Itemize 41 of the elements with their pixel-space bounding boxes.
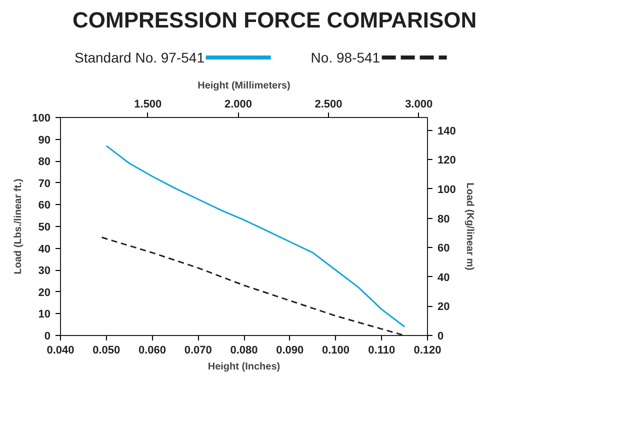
y2-tick-label: 120: [438, 154, 456, 167]
y-tick-label: 30: [38, 265, 51, 278]
y2-axis-title: Load (Kg/linear m): [464, 182, 475, 270]
x2-tick-label: 1.500: [134, 98, 162, 110]
y2-tick-label: 0: [438, 330, 444, 342]
x-axis-title: Height (Inches): [208, 362, 280, 372]
y-tick-label: 20: [38, 286, 51, 299]
y-tick-label: 60: [38, 200, 51, 212]
x2-axis-title: Height (Millimeters): [198, 80, 290, 92]
x2-tick-label: 2.000: [224, 98, 252, 110]
x-tick-label: 0.040: [46, 344, 74, 356]
y-tick-label: 40: [38, 243, 51, 256]
y2-tick-label: 140: [438, 125, 456, 138]
y-tick-label: 70: [38, 178, 51, 190]
y2-tick-label: 60: [438, 242, 450, 255]
y-axis-title: Load (Lbs./linear ft.): [13, 178, 24, 274]
legend-label: Standard No. 97-541: [74, 50, 205, 66]
y-tick-label: 100: [32, 112, 51, 124]
y-tick-label: 90: [38, 134, 51, 146]
chart-title: COMPRESSION FORCE COMPARISON: [72, 8, 477, 32]
y-tick-label: 50: [38, 222, 51, 234]
y2-tick-label: 100: [438, 184, 456, 196]
y2-tick-label: 40: [438, 272, 450, 284]
line-series: [106, 145, 406, 328]
x2-tick-label: 2.500: [314, 98, 342, 110]
y-tick-label: 0: [44, 330, 51, 342]
x2-tick-label: 3.000: [405, 98, 433, 110]
line-series: [101, 236, 406, 336]
x-tick-label: 0.050: [92, 344, 120, 356]
x-tick-label: 0.110: [368, 344, 396, 356]
x-tick-label: 0.070: [184, 344, 212, 356]
x-tick-label: 0.080: [230, 344, 258, 356]
legend-label: No. 98-541: [310, 50, 380, 66]
y-tick-label: 10: [38, 308, 51, 321]
y-tick-label: 80: [38, 156, 51, 168]
x-tick-label: 0.100: [322, 344, 350, 356]
y2-tick-label: 20: [438, 301, 450, 314]
x-tick-label: 0.120: [414, 344, 442, 356]
x-tick-label: 0.090: [276, 344, 304, 356]
y2-tick-label: 80: [438, 213, 450, 226]
x-tick-label: 0.060: [138, 344, 166, 356]
